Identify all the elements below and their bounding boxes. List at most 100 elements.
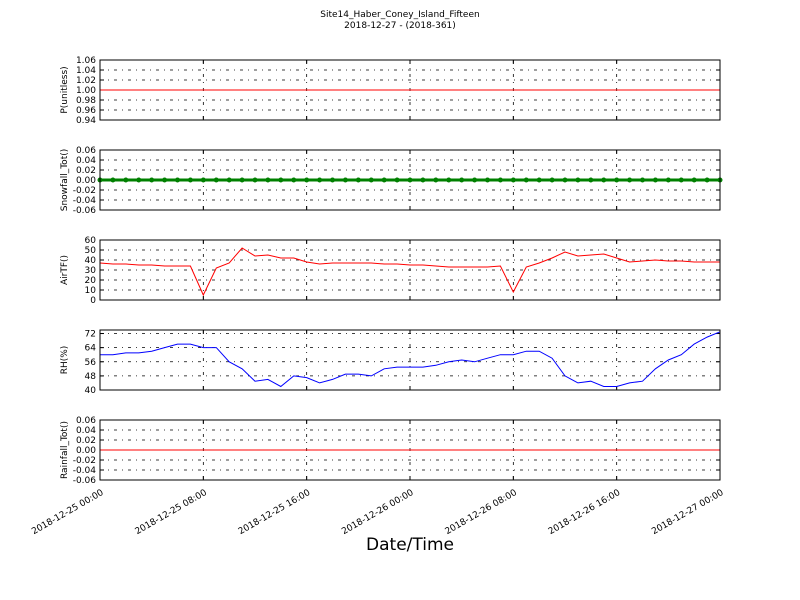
- data-point: [291, 177, 297, 183]
- chart-subtitle: 2018-12-27 - (2018-361): [344, 21, 456, 31]
- y-tick-label: 50: [85, 246, 97, 256]
- y-tick-label: 0.00: [76, 176, 96, 186]
- data-point: [446, 177, 452, 183]
- y-tick-label: 30: [85, 266, 97, 276]
- data-point: [265, 177, 271, 183]
- y-axis-label: Snowfall_Tot(): [60, 149, 70, 212]
- y-tick-label: 60: [85, 236, 97, 246]
- y-tick-label: 64: [85, 344, 97, 354]
- y-tick-label: 1.02: [76, 76, 96, 86]
- data-point: [523, 177, 529, 183]
- y-tick-label: -0.02: [73, 456, 96, 466]
- y-axis-label: Rainfall_Tot(): [60, 421, 70, 479]
- data-point: [472, 177, 478, 183]
- y-tick-label: 0.96: [76, 106, 96, 116]
- data-point: [575, 177, 581, 183]
- y-tick-label: 0.02: [76, 166, 96, 176]
- y-tick-label: 1.04: [76, 66, 96, 76]
- data-point: [407, 177, 413, 183]
- data-point: [304, 177, 310, 183]
- data-point: [588, 177, 594, 183]
- data-point: [317, 177, 323, 183]
- y-tick-label: 72: [85, 330, 96, 340]
- data-point: [149, 177, 155, 183]
- x-tick-label: 2018-12-25 16:00: [237, 488, 312, 537]
- y-tick-label: 0.98: [76, 96, 96, 106]
- data-point: [200, 177, 206, 183]
- y-tick-label: 0.06: [76, 416, 96, 426]
- y-tick-label: 1.06: [76, 56, 96, 66]
- data-point: [226, 177, 232, 183]
- data-point: [652, 177, 658, 183]
- x-tick-label: 2018-12-26 00:00: [340, 488, 415, 537]
- y-tick-label: 0.02: [76, 436, 96, 446]
- data-point: [536, 177, 542, 183]
- data-point: [252, 177, 258, 183]
- data-point: [381, 177, 387, 183]
- y-tick-label: 0.04: [76, 426, 96, 436]
- y-tick-label: -0.06: [73, 476, 97, 486]
- data-line: [99, 247, 720, 297]
- plot-frame: [99, 239, 721, 301]
- y-axis-label: RH(%): [60, 346, 70, 375]
- plot-frame: [99, 329, 721, 391]
- data-point: [640, 177, 645, 183]
- x-axis-label: Date/Time: [366, 535, 454, 555]
- x-tick-label: 2018-12-27 00:00: [650, 488, 725, 537]
- data-point: [162, 177, 168, 183]
- y-axis-label: P(unitless): [60, 66, 70, 113]
- data-point: [459, 177, 465, 183]
- data-point: [123, 177, 129, 183]
- y-tick-label: 0.04: [76, 156, 96, 166]
- data-point: [330, 177, 335, 183]
- data-line: [100, 331, 721, 388]
- data-point: [549, 177, 555, 183]
- data-point: [342, 177, 348, 183]
- y-axis-label: AirTF(): [60, 255, 70, 285]
- data-point: [394, 177, 400, 183]
- data-point: [136, 177, 142, 183]
- y-tick-label: 40: [85, 256, 97, 266]
- x-tick-label: 2018-12-26 08:00: [444, 488, 519, 537]
- data-point: [562, 177, 568, 183]
- y-tick-label: 56: [85, 358, 97, 368]
- y-tick-label: 48: [85, 372, 97, 382]
- y-tick-label: -0.04: [73, 196, 97, 206]
- data-point: [510, 177, 516, 183]
- y-tick-label: -0.06: [73, 206, 97, 216]
- y-tick-label: -0.02: [73, 186, 96, 196]
- y-tick-label: 0: [90, 296, 96, 306]
- x-tick-label: 2018-12-25 08:00: [134, 488, 209, 537]
- y-tick-label: 0.00: [76, 446, 96, 456]
- data-point: [614, 177, 620, 183]
- data-point: [278, 177, 284, 183]
- y-tick-label: 1.00: [76, 86, 96, 96]
- data-point: [497, 177, 503, 183]
- data-point: [485, 177, 490, 183]
- data-point: [175, 177, 180, 183]
- data-point: [704, 177, 710, 183]
- data-point: [420, 177, 426, 183]
- data-point: [433, 177, 439, 183]
- x-tick-label: 2018-12-25 00:00: [30, 488, 105, 537]
- y-tick-label: 40: [85, 386, 97, 396]
- y-tick-label: 20: [85, 276, 97, 286]
- chart-title: Site14_Haber_Coney_Island_Fifteen: [320, 10, 479, 20]
- data-point: [110, 177, 116, 183]
- data-point: [691, 177, 697, 183]
- data-point: [239, 177, 245, 183]
- plot-frame: [99, 59, 721, 121]
- data-point: [187, 177, 193, 183]
- y-tick-label: 10: [85, 286, 97, 296]
- y-tick-label: 0.06: [76, 146, 96, 156]
- data-point: [368, 177, 374, 183]
- plot-frame: [99, 149, 721, 211]
- y-tick-label: 0.94: [76, 116, 96, 126]
- data-point: [601, 177, 607, 183]
- data-point: [213, 177, 219, 183]
- data-point: [355, 177, 361, 183]
- x-tick-label: 2018-12-26 16:00: [547, 488, 622, 537]
- y-tick-label: -0.04: [73, 466, 97, 476]
- data-point: [627, 177, 633, 183]
